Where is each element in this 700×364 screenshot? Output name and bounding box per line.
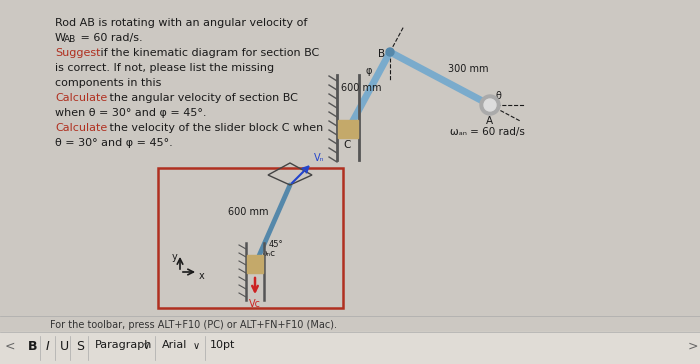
Text: B: B bbox=[28, 340, 38, 353]
Circle shape bbox=[480, 95, 500, 115]
Text: x: x bbox=[199, 271, 204, 281]
Text: Suggest: Suggest bbox=[55, 48, 101, 58]
Text: 10pt: 10pt bbox=[210, 340, 235, 350]
Text: is correct. If not, please list the missing: is correct. If not, please list the miss… bbox=[55, 63, 274, 73]
Text: <: < bbox=[5, 340, 15, 353]
Text: = 60 rad/s.: = 60 rad/s. bbox=[77, 33, 143, 43]
Text: ωₐₙ = 60 rad/s: ωₐₙ = 60 rad/s bbox=[450, 127, 525, 137]
Bar bbox=[338, 120, 358, 138]
Text: y: y bbox=[172, 252, 178, 262]
Text: Paragraph: Paragraph bbox=[95, 340, 153, 350]
Text: AB: AB bbox=[64, 35, 76, 44]
Circle shape bbox=[484, 99, 496, 111]
Text: components in this: components in this bbox=[55, 78, 162, 88]
Text: C: C bbox=[343, 140, 351, 150]
Circle shape bbox=[386, 48, 394, 56]
Text: I: I bbox=[46, 340, 50, 353]
Text: U: U bbox=[60, 340, 69, 353]
Text: Calculate: Calculate bbox=[55, 93, 107, 103]
Text: >: > bbox=[688, 340, 699, 353]
Text: θ: θ bbox=[495, 91, 501, 101]
Text: ωₙᴄ: ωₙᴄ bbox=[259, 249, 275, 258]
Text: if the kinematic diagram for section BC: if the kinematic diagram for section BC bbox=[97, 48, 319, 58]
Text: Arial: Arial bbox=[162, 340, 188, 350]
Text: Rod AB is rotating with an angular velocity of: Rod AB is rotating with an angular veloc… bbox=[55, 18, 307, 28]
Text: θ = 30° and φ = 45°.: θ = 30° and φ = 45°. bbox=[55, 138, 173, 148]
Bar bbox=[247, 255, 263, 273]
Text: W: W bbox=[55, 33, 66, 43]
Text: B: B bbox=[378, 49, 385, 59]
Text: For the toolbar, press ALT+F10 (PC) or ALT+FN+F10 (Mac).: For the toolbar, press ALT+F10 (PC) or A… bbox=[50, 320, 337, 330]
Text: ∨: ∨ bbox=[143, 341, 150, 351]
Text: 300 mm: 300 mm bbox=[448, 64, 489, 75]
Text: A: A bbox=[486, 116, 493, 126]
Text: ∨: ∨ bbox=[193, 341, 200, 351]
Bar bbox=[0, 332, 700, 364]
Text: Vₙ: Vₙ bbox=[314, 153, 325, 163]
Text: S: S bbox=[76, 340, 84, 353]
Text: Vᴄ: Vᴄ bbox=[249, 299, 261, 309]
Text: the velocity of the slider block C when: the velocity of the slider block C when bbox=[106, 123, 323, 133]
Text: 45°: 45° bbox=[269, 240, 284, 249]
Text: 600 mm: 600 mm bbox=[341, 83, 382, 93]
Text: rᴄₙ: rᴄₙ bbox=[253, 267, 265, 276]
Text: φ: φ bbox=[365, 66, 372, 76]
Text: the angular velocity of section BC: the angular velocity of section BC bbox=[106, 93, 298, 103]
Bar bbox=[158, 168, 343, 308]
Text: 600 mm: 600 mm bbox=[228, 207, 269, 217]
Text: Calculate: Calculate bbox=[55, 123, 107, 133]
Text: when θ = 30° and φ = 45°.: when θ = 30° and φ = 45°. bbox=[55, 108, 206, 118]
